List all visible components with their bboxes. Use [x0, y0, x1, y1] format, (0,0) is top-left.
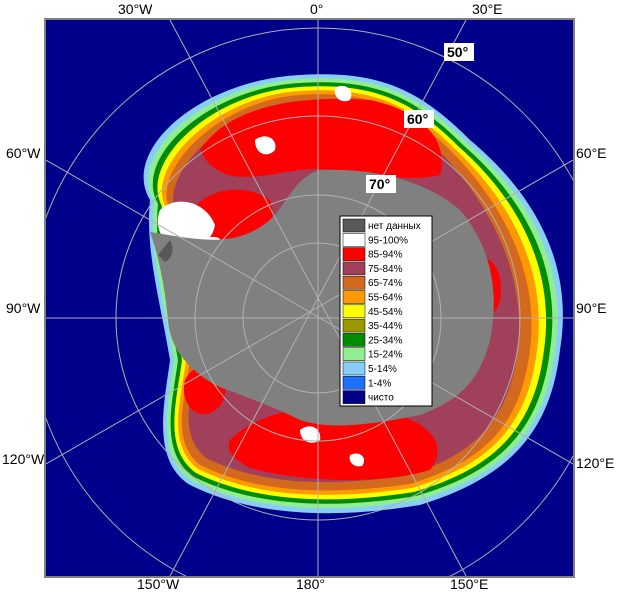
legend: нет данных 95-100% 85-94% 75-84% 65-74% 55-64…: [339, 215, 433, 407]
legend-swatch: [342, 275, 366, 290]
legend-label: 15-24%: [368, 350, 403, 361]
ice-patch-95-100-c: [334, 85, 352, 102]
legend-swatch: [342, 261, 366, 276]
lat-label-60-box: [404, 110, 434, 128]
legend-swatch: [342, 247, 366, 261]
lat-label-60: 60°: [407, 111, 428, 127]
legend-label: 5-14%: [368, 364, 397, 375]
lon-label-90w: 90°W: [6, 300, 41, 316]
ice-patch-95-100-b: [255, 136, 276, 155]
lon-label-60e: 60°E: [576, 145, 607, 161]
legend-label: 55-64%: [368, 293, 403, 304]
legend-swatch: [342, 304, 366, 319]
legend-label: 85-94%: [368, 250, 403, 261]
meridian-60e-120w: [46, 159, 573, 465]
lon-label-30w: 30°W: [118, 1, 153, 17]
lon-label-30e: 30°E: [472, 1, 503, 17]
lon-label-150w: 150°W: [137, 576, 180, 592]
legend-label: 35-44%: [368, 321, 403, 332]
ice-patch-85-94-north: [200, 98, 442, 178]
legend-items: нет данных 95-100% 85-94% 75-84% 65-74% 55-64…: [342, 218, 421, 404]
lat-label-70-box: [366, 175, 396, 193]
lon-label-90e: 90°E: [576, 300, 607, 316]
legend-swatch: [342, 233, 366, 247]
legend-swatch: [342, 347, 366, 361]
legend-label: нет данных: [368, 221, 421, 232]
legend-label: чисто: [368, 393, 394, 404]
lon-label-120w: 120°W: [2, 451, 45, 467]
lon-label-150e: 150°E: [450, 576, 488, 592]
lat-label-70: 70°: [369, 176, 390, 192]
legend-swatch: [342, 361, 366, 376]
lat-label-50-box: [444, 43, 474, 61]
legend-swatch: [342, 218, 366, 233]
legend-swatch: [342, 376, 366, 390]
legend-label: 25-34%: [368, 335, 403, 346]
legend-label: 65-74%: [368, 278, 403, 289]
ice-patch-95-100-e: [349, 453, 365, 467]
lon-label-120e: 120°E: [576, 455, 614, 471]
ice-patch-95-100-d: [300, 426, 321, 443]
legend-label: 75-84%: [368, 264, 403, 275]
legend-swatch: [342, 318, 366, 333]
lon-label-0: 0°: [310, 1, 323, 17]
legend-label: 95-100%: [368, 235, 408, 246]
legend-label: 1-4%: [368, 378, 391, 389]
lon-label-180: 180°: [296, 576, 325, 592]
lat-label-50: 50°: [447, 44, 468, 60]
graticule: [46, 20, 573, 576]
legend-swatch: [342, 290, 366, 304]
no-data-pole: [158, 240, 173, 262]
legend-label: 45-54%: [368, 307, 403, 318]
legend-swatch: [342, 333, 366, 347]
legend-swatch: [342, 390, 366, 404]
lon-label-60w: 60°W: [6, 145, 41, 161]
